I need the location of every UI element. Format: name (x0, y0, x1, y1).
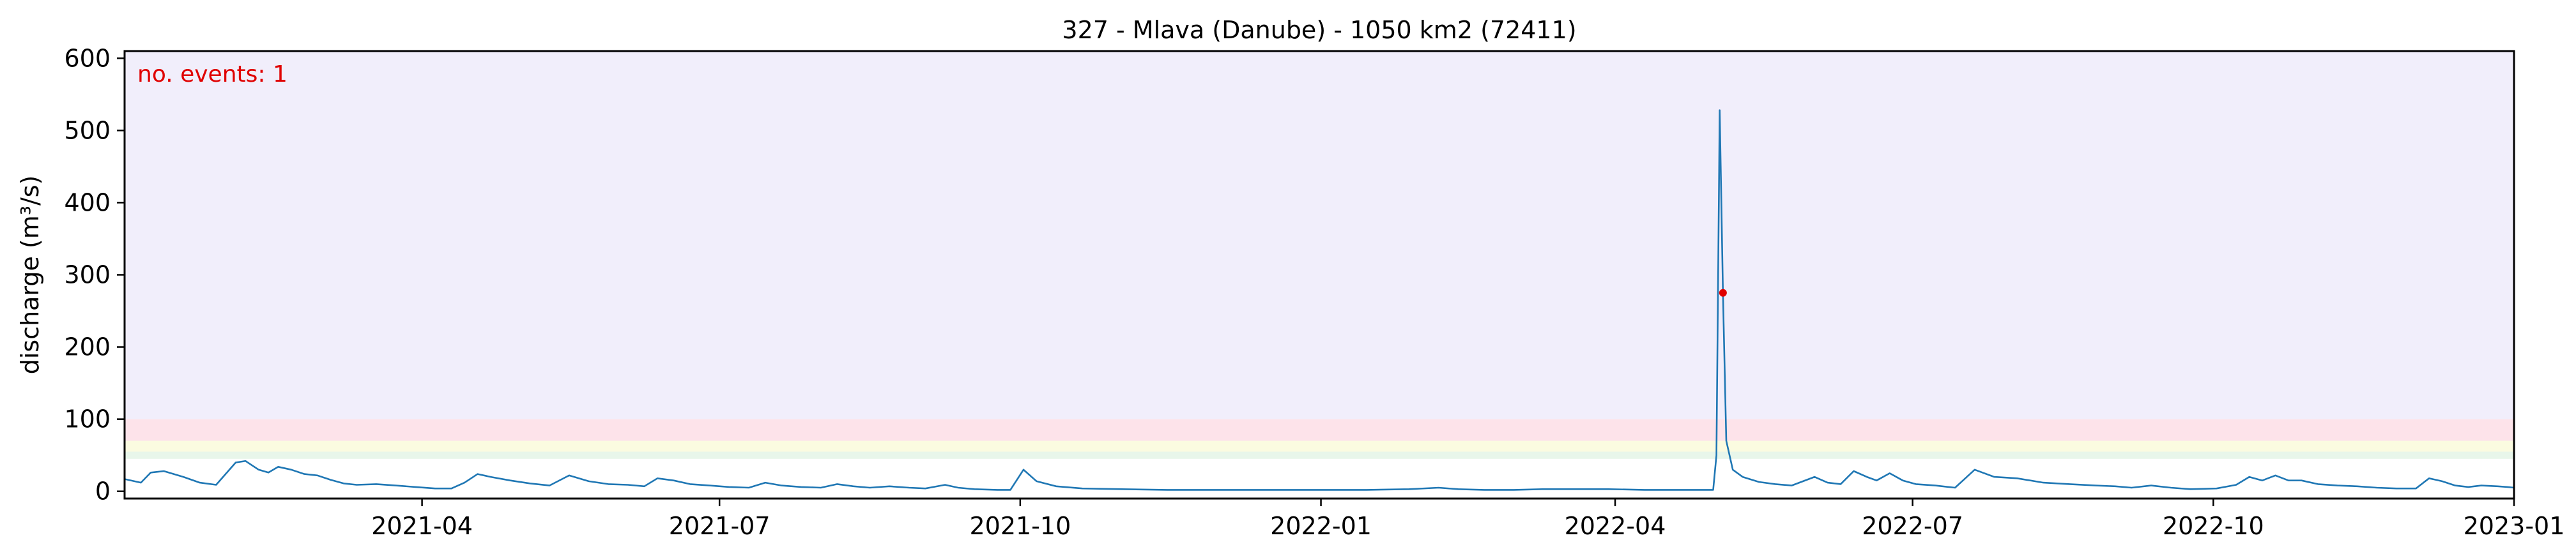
x-tick-label: 2021-04 (371, 512, 473, 540)
y-tick-label: 400 (64, 188, 111, 216)
chart-title: 327 - Mlava (Danube) - 1050 km2 (72411) (1062, 16, 1576, 44)
x-tick-label: 2022-01 (1270, 512, 1372, 540)
threshold-bands (125, 51, 2514, 459)
x-tick-label: 2022-04 (1565, 512, 1666, 540)
x-tick-label: 2021-07 (669, 512, 770, 540)
x-tick-label: 2022-07 (1862, 512, 1963, 540)
x-tick-label: 2021-10 (969, 512, 1071, 540)
threshold-band-1 (125, 440, 2514, 452)
y-tick-label: 600 (64, 44, 111, 72)
event-point (1719, 289, 1727, 297)
y-tick-label: 100 (64, 405, 111, 433)
threshold-band-2 (125, 419, 2514, 441)
x-tick-label: 2022-10 (2163, 512, 2264, 540)
event-markers (1719, 289, 1727, 297)
x-tick-label: 2023-01 (2464, 512, 2565, 540)
y-tick-label: 200 (64, 333, 111, 361)
events-count-annotation: no. events: 1 (137, 61, 288, 87)
axis-ticks: 0 100 200 300 400 500 600 2021-04 2021-07 2021-10… (64, 44, 2564, 540)
series-group (124, 109, 2515, 491)
plot-frame (123, 50, 2515, 500)
y-tick-label: 500 (64, 116, 111, 144)
discharge-series-line (124, 109, 2515, 491)
threshold-band-0 (125, 451, 2514, 459)
y-tick-label: 0 (95, 477, 111, 506)
y-tick-label: 300 (64, 261, 111, 289)
threshold-band-3 (125, 51, 2514, 419)
y-axis-label: discharge (m³/s) (16, 176, 44, 375)
